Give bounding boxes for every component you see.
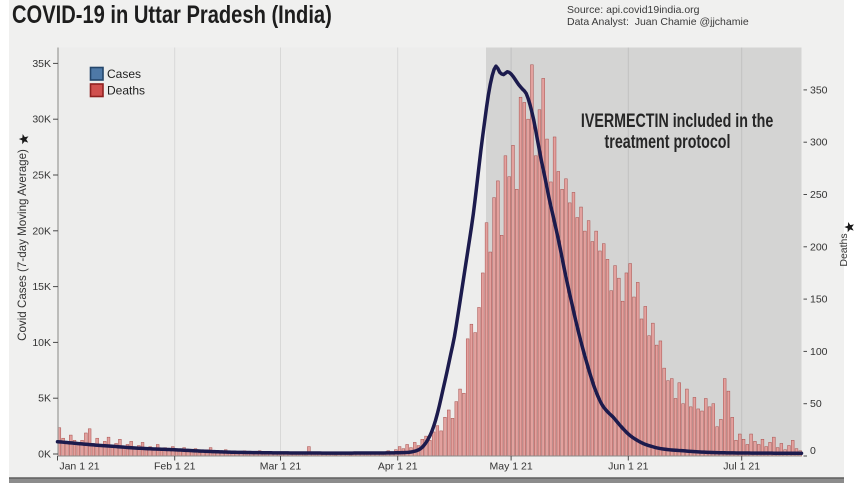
svg-text:35K: 35K — [32, 58, 51, 70]
svg-text:Covid Cases (7-day Moving Aver: Covid Cases (7-day Moving Average) — [16, 149, 29, 341]
svg-text:5K: 5K — [38, 393, 51, 405]
svg-text:0K: 0K — [38, 449, 51, 461]
svg-text:Jul 1 21: Jul 1 21 — [723, 461, 760, 473]
svg-text:250: 250 — [810, 189, 828, 201]
svg-text:Feb 1 21: Feb 1 21 — [154, 461, 196, 473]
svg-text:50: 50 — [810, 398, 822, 410]
svg-text:Mar 1 21: Mar 1 21 — [260, 461, 302, 473]
svg-text:0: 0 — [810, 445, 816, 457]
svg-text:30K: 30K — [32, 114, 51, 126]
svg-text:200: 200 — [810, 241, 828, 253]
svg-text:Jan 1 21: Jan 1 21 — [59, 461, 99, 473]
svg-text:Deaths: Deaths — [838, 233, 850, 266]
svg-text:100: 100 — [810, 346, 828, 358]
svg-text:Apr 1 21: Apr 1 21 — [378, 461, 418, 473]
svg-text:Deaths: Deaths — [107, 84, 145, 98]
svg-text:10K: 10K — [32, 337, 51, 349]
svg-text:May 1 21: May 1 21 — [489, 461, 532, 473]
svg-text:20K: 20K — [32, 225, 51, 237]
svg-text:150: 150 — [810, 294, 828, 306]
svg-text:Jun 1 21: Jun 1 21 — [608, 461, 648, 473]
svg-text:Cases: Cases — [107, 67, 141, 81]
svg-text:15K: 15K — [32, 281, 51, 293]
svg-text:25K: 25K — [32, 170, 51, 182]
svg-text:300: 300 — [810, 137, 828, 149]
svg-text:350: 350 — [810, 84, 828, 96]
